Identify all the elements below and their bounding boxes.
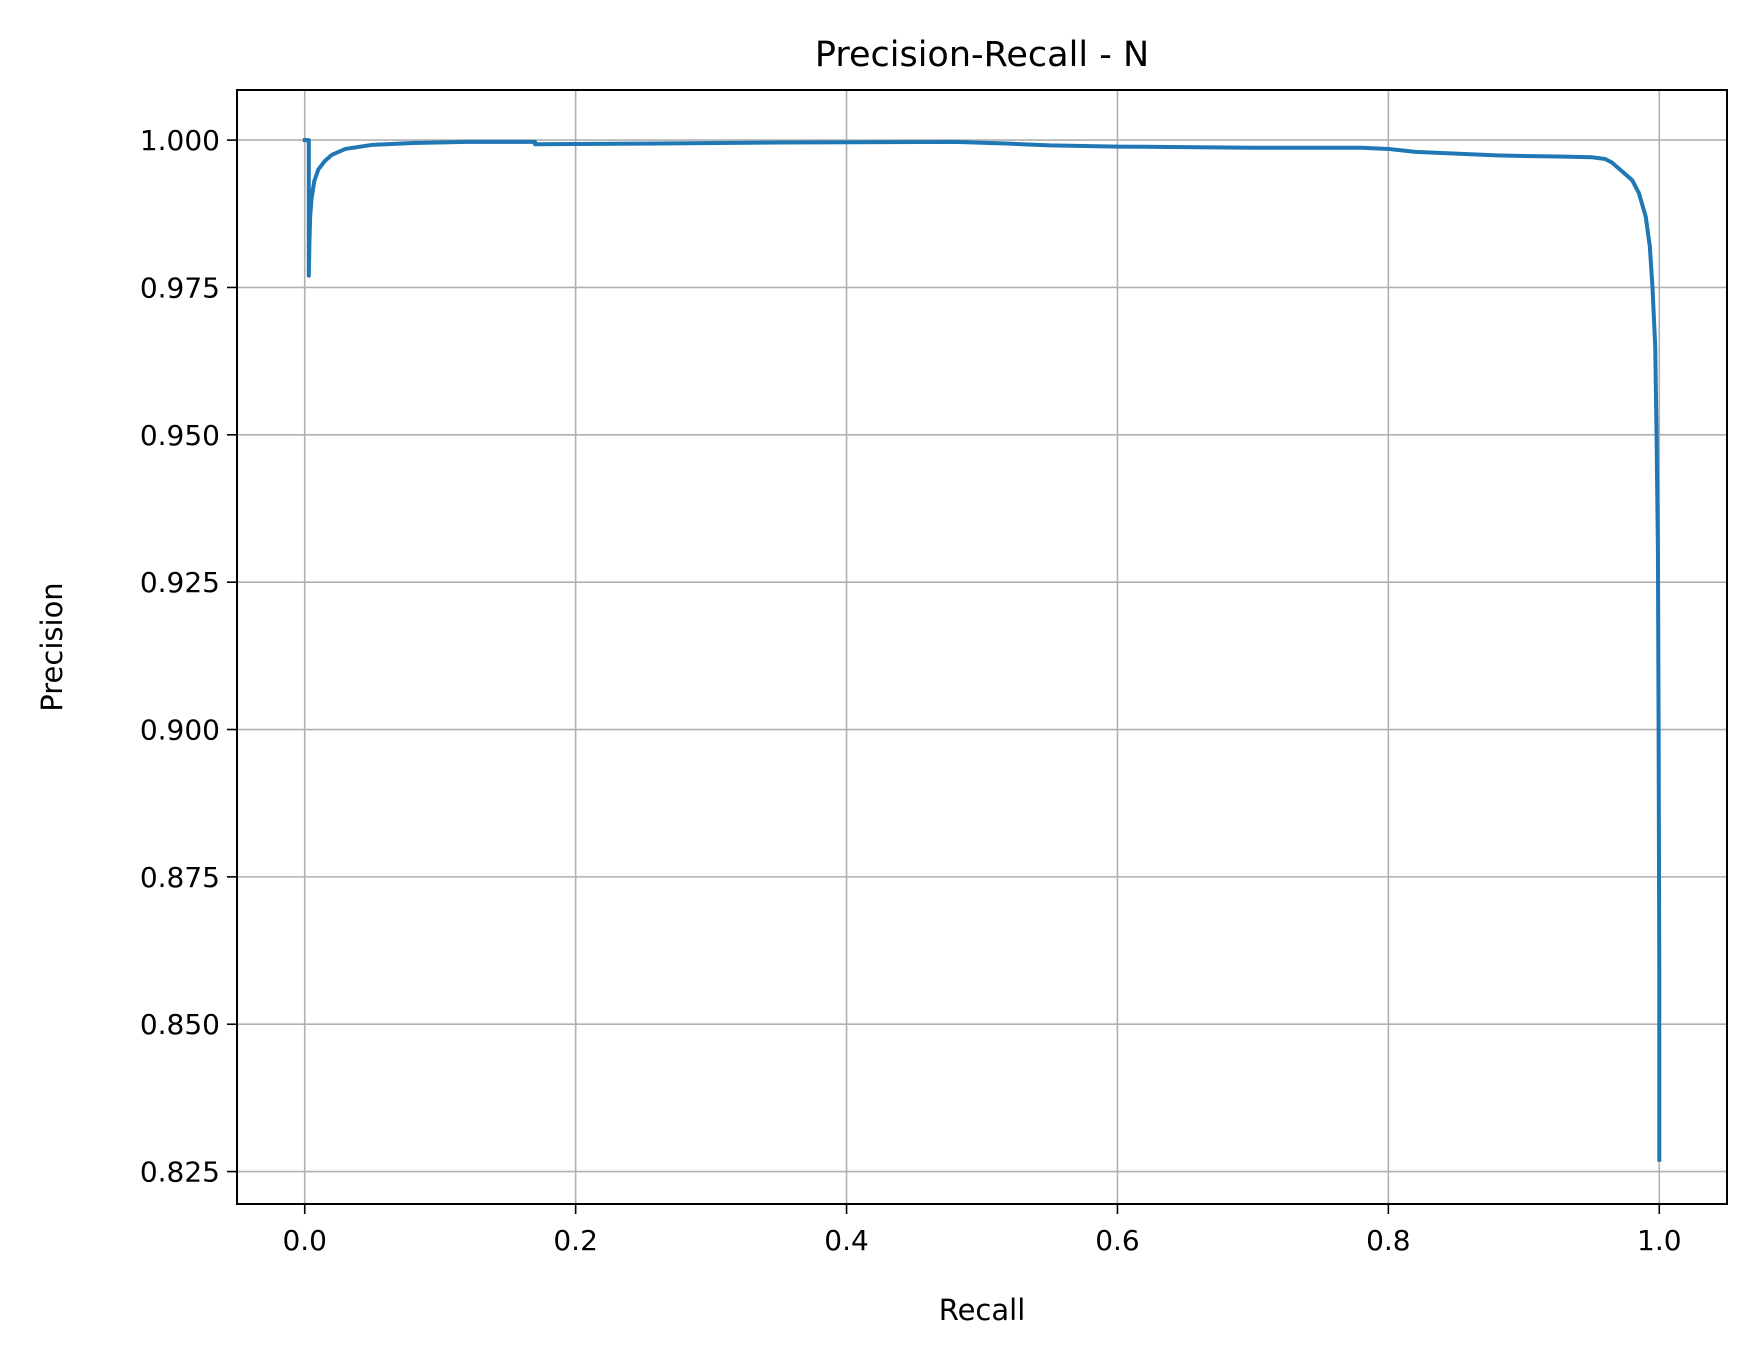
x-axis-ticks: 0.0 0.2 0.4 0.6 0.8 1.0 bbox=[282, 1204, 1682, 1257]
series-layer bbox=[302, 138, 1662, 1162]
x-tick-label: 0.6 bbox=[1095, 1224, 1140, 1257]
y-tick-label: 0.850 bbox=[140, 1008, 220, 1041]
y-tick-label: 0.875 bbox=[140, 861, 220, 894]
y-tick-label: 0.975 bbox=[140, 271, 220, 304]
y-axis-ticks: 0.825 0.850 0.875 0.900 0.925 0.950 0.975 1.000 bbox=[140, 124, 237, 1189]
x-tick-label: 0.2 bbox=[553, 1224, 598, 1257]
y-tick-label: 0.825 bbox=[140, 1156, 220, 1189]
y-tick-label: 0.900 bbox=[140, 714, 220, 747]
x-tick-label: 0.0 bbox=[282, 1224, 327, 1257]
x-axis-title: Recall bbox=[939, 1293, 1026, 1327]
plot-frame bbox=[236, 89, 1728, 1205]
chart-title: Precision-Recall - N bbox=[815, 35, 1149, 75]
pr-curve-line bbox=[302, 138, 1662, 1162]
y-tick-label: 0.950 bbox=[140, 419, 220, 452]
x-tick-label: 0.4 bbox=[824, 1224, 869, 1257]
x-tick-label: 1.0 bbox=[1637, 1224, 1682, 1257]
y-tick-label: 0.925 bbox=[140, 566, 220, 599]
x-tick-label: 0.8 bbox=[1366, 1224, 1411, 1257]
y-axis-title: Precision bbox=[35, 582, 69, 711]
y-tick-label: 1.000 bbox=[140, 124, 220, 157]
